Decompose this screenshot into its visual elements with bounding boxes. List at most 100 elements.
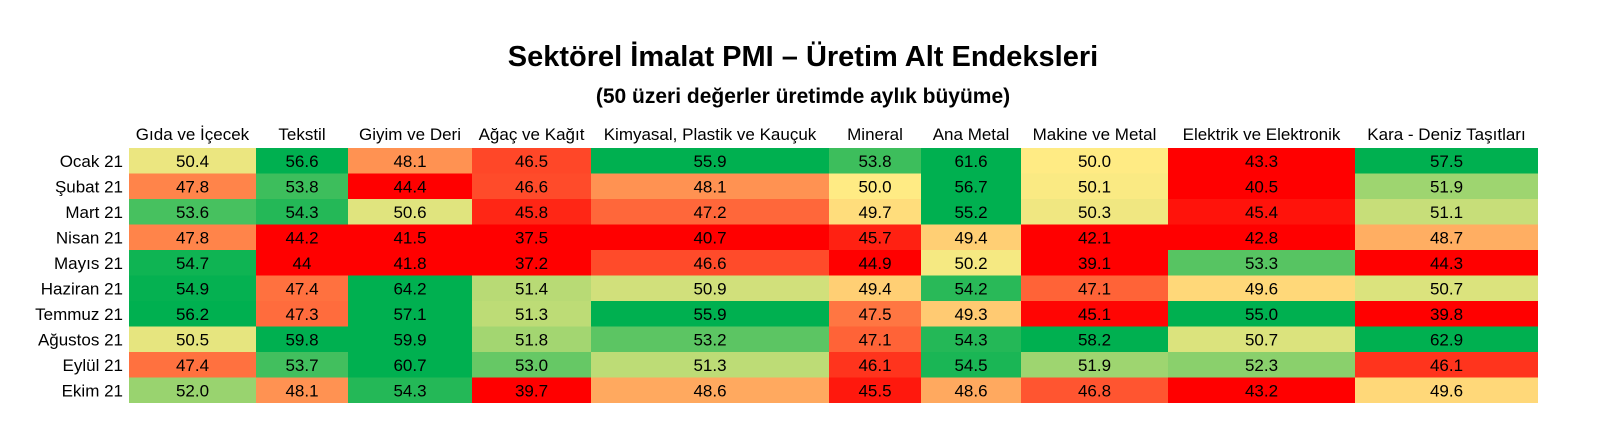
heatmap-cell <box>472 173 591 199</box>
cell-value-label: 49.6 <box>1245 279 1278 298</box>
cell-value-label: 54.3 <box>954 330 987 349</box>
row-label-haziran-21: Haziran 21 <box>41 279 123 298</box>
heatmap-cell <box>1355 326 1538 352</box>
heatmap-cell <box>472 224 591 250</box>
heatmap-cell <box>921 250 1021 276</box>
cell-value-label: 49.6 <box>1430 381 1463 400</box>
heatmap-cell <box>348 250 472 276</box>
cell-value-label: 55.9 <box>693 152 726 171</box>
cell-value-label: 56.7 <box>954 177 987 196</box>
heatmap-cell <box>348 199 472 225</box>
heatmap-cell <box>829 352 921 378</box>
cell-value-label: 48.7 <box>1430 228 1463 247</box>
cell-value-label: 40.5 <box>1245 177 1278 196</box>
cell-value-label: 49.3 <box>954 305 987 324</box>
cell-value-label: 47.3 <box>285 305 318 324</box>
cell-value-label: 50.1 <box>1078 177 1111 196</box>
cell-value-label: 49.4 <box>954 228 987 247</box>
column-header-ana-metal: Ana Metal <box>933 125 1010 144</box>
row-label-mart-21: Mart 21 <box>65 203 123 222</box>
heatmap-cell <box>1021 199 1168 225</box>
cell-value-label: 50.0 <box>1078 152 1111 171</box>
heatmap-cell <box>921 199 1021 225</box>
cell-value-label: 64.2 <box>393 279 426 298</box>
cell-value-label: 51.9 <box>1430 177 1463 196</box>
cell-value-label: 49.4 <box>858 279 891 298</box>
heatmap-cell <box>1355 377 1538 403</box>
cell-value-label: 62.9 <box>1430 330 1463 349</box>
heatmap-cell <box>256 250 348 276</box>
cell-value-label: 45.1 <box>1078 305 1111 324</box>
heatmap-cell <box>1168 275 1355 301</box>
heatmap-cell <box>1168 173 1355 199</box>
heatmap-cell <box>256 173 348 199</box>
heatmap-cell <box>591 224 829 250</box>
cell-value-label: 46.5 <box>515 152 548 171</box>
heatmap-cell <box>591 301 829 327</box>
cell-value-label: 46.6 <box>515 177 548 196</box>
heatmap-cell <box>472 275 591 301</box>
column-header-kara-deniz-tasitlari: Kara - Deniz Taşıtları <box>1367 125 1525 144</box>
column-header-kimyasal-plastik-ve-kaucuk: Kimyasal, Plastik ve Kauçuk <box>604 125 817 144</box>
heatmap-cell <box>129 352 256 378</box>
cell-value-label: 37.2 <box>515 254 548 273</box>
heatmap-cell <box>1021 301 1168 327</box>
cell-value-label: 39.8 <box>1430 305 1463 324</box>
heatmap-cell <box>1168 326 1355 352</box>
cell-value-label: 47.2 <box>693 203 726 222</box>
cell-value-label: 50.2 <box>954 254 987 273</box>
cell-value-label: 46.1 <box>858 356 891 375</box>
row-label-subat-21: Şubat 21 <box>55 177 123 196</box>
heatmap-cell <box>1168 352 1355 378</box>
cell-value-label: 48.1 <box>285 381 318 400</box>
cell-value-label: 51.3 <box>515 305 548 324</box>
cell-value-label: 40.7 <box>693 228 726 247</box>
heatmap-cell <box>829 173 921 199</box>
heatmap-cell <box>921 224 1021 250</box>
heatmap-cell <box>1021 326 1168 352</box>
heatmap-cell <box>829 377 921 403</box>
cell-value-label: 52.0 <box>176 381 209 400</box>
cell-value-label: 41.8 <box>393 254 426 273</box>
cell-value-label: 44.3 <box>1430 254 1463 273</box>
chart-subtitle: (50 üzeri değerler üretimde aylık büyüme… <box>595 85 1011 108</box>
cell-value-label: 44 <box>293 254 312 273</box>
cell-value-label: 49.7 <box>858 203 891 222</box>
cell-value-label: 45.5 <box>858 381 891 400</box>
heatmap-cell <box>256 224 348 250</box>
heatmap-cell <box>348 224 472 250</box>
cell-value-label: 54.9 <box>176 279 209 298</box>
cell-value-label: 50.0 <box>858 177 891 196</box>
heatmap-cell <box>256 352 348 378</box>
cell-value-label: 53.8 <box>858 152 891 171</box>
heatmap-cell <box>348 148 472 174</box>
cell-value-label: 46.8 <box>1078 381 1111 400</box>
cell-value-label: 41.5 <box>393 228 426 247</box>
column-header-agac-ve-kagit: Ağaç ve Kağıt <box>479 125 585 144</box>
heatmap-cell <box>348 173 472 199</box>
heatmap-cell <box>472 199 591 225</box>
cell-value-label: 47.8 <box>176 228 209 247</box>
heatmap-cell <box>829 275 921 301</box>
heatmap-cell <box>256 301 348 327</box>
cell-value-label: 47.4 <box>285 279 318 298</box>
cell-value-label: 47.8 <box>176 177 209 196</box>
heatmap-cell <box>921 326 1021 352</box>
heatmap-cell <box>256 377 348 403</box>
cell-value-label: 55.2 <box>954 203 987 222</box>
heatmap-cell <box>829 250 921 276</box>
row-label-ocak-21: Ocak 21 <box>60 152 123 171</box>
cell-value-label: 47.5 <box>858 305 891 324</box>
cell-value-label: 42.1 <box>1078 228 1111 247</box>
heatmap-cell <box>129 377 256 403</box>
heatmap-cell <box>129 199 256 225</box>
cell-value-label: 48.6 <box>693 381 726 400</box>
cell-value-label: 44.4 <box>393 177 426 196</box>
heatmap-cell <box>1355 224 1538 250</box>
cell-value-label: 53.7 <box>285 356 318 375</box>
cell-value-label: 39.7 <box>515 381 548 400</box>
heatmap-cell <box>1021 352 1168 378</box>
heatmap-cell <box>921 275 1021 301</box>
row-label-mayis-21: Mayıs 21 <box>54 254 123 273</box>
heatmap-cell <box>591 377 829 403</box>
